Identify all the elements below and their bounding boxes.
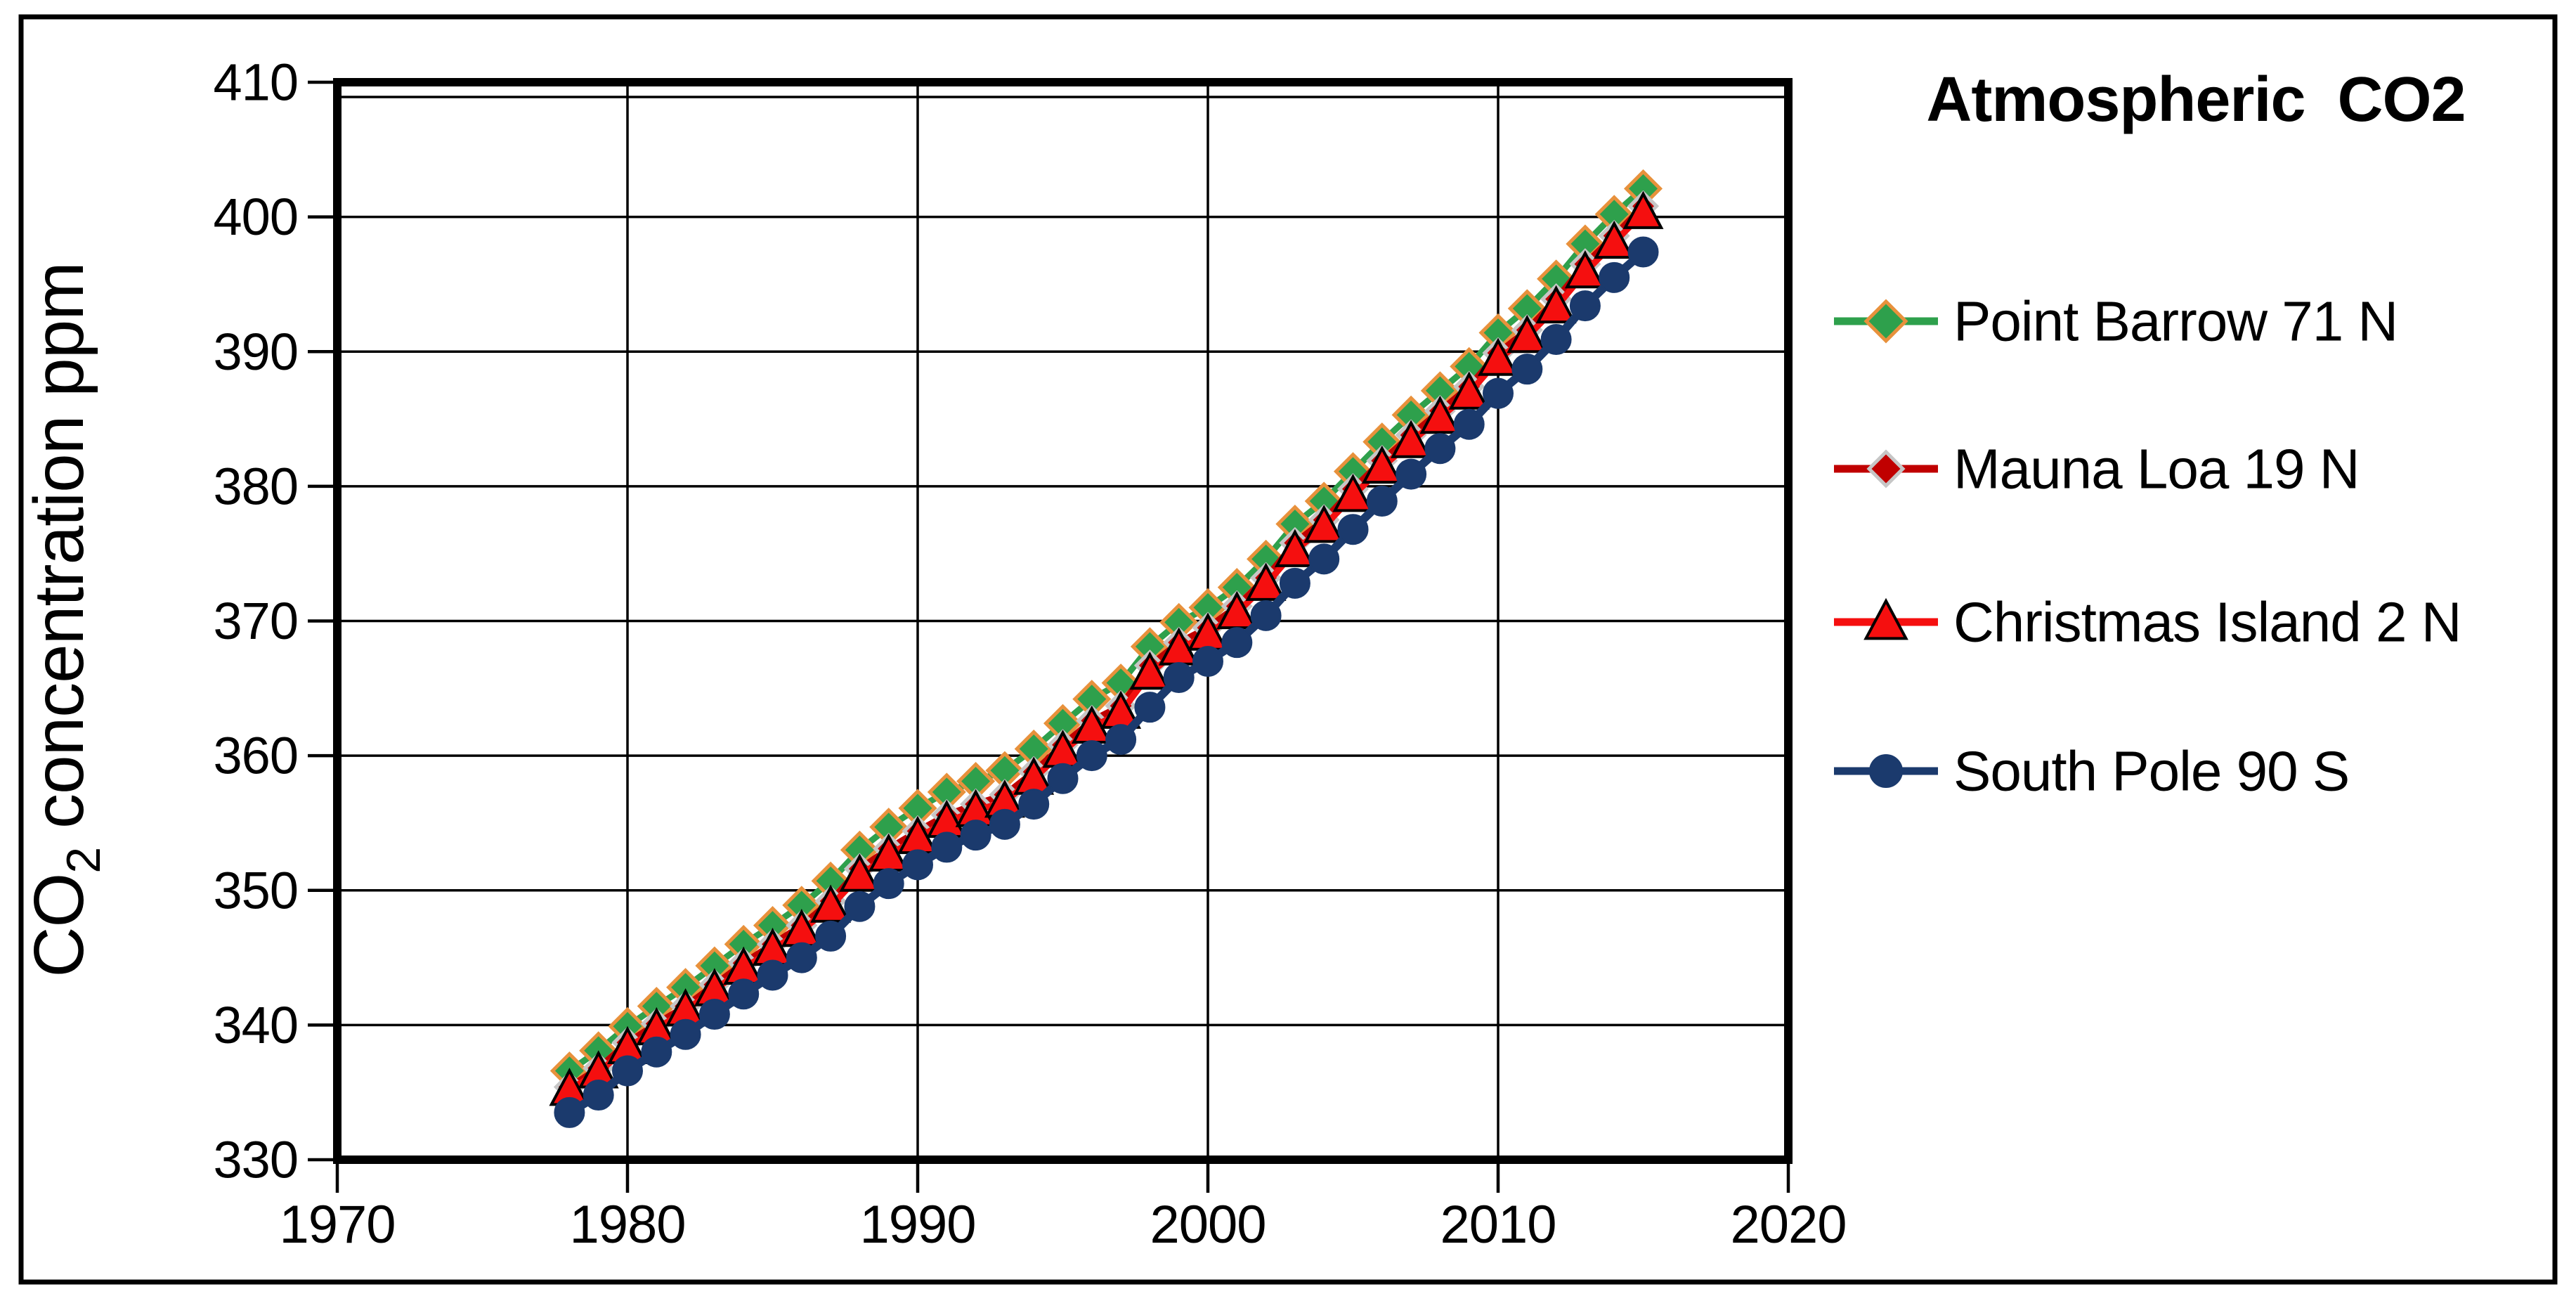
legend-label: Point Barrow 71 N (1953, 290, 2398, 353)
y-tick-label-400: 400 (214, 188, 298, 246)
diamond-marker-icon (1863, 299, 1908, 344)
series-point (1192, 645, 1223, 677)
series-point (1391, 420, 1432, 458)
legend-label: Christmas Island 2 N (1953, 591, 2461, 654)
series-point (1569, 290, 1601, 322)
series-point (1622, 190, 1664, 229)
x-tick-label-1980: 1980 (569, 1195, 685, 1255)
series-point (1221, 627, 1253, 659)
series-point (902, 849, 933, 881)
legend-label: South Pole 90 S (1953, 740, 2349, 803)
series-point (1076, 740, 1107, 772)
series-point (1105, 724, 1137, 756)
y-tick-label-410: 410 (214, 53, 298, 112)
x-tick-label-1990: 1990 (859, 1195, 975, 1255)
series-point (1303, 505, 1345, 543)
legend: Point Barrow 71 N Mauna Loa 19 N Christm… (1834, 290, 2461, 803)
series-point (815, 920, 847, 952)
series-point (1448, 371, 1490, 410)
series-point (1564, 250, 1606, 289)
series-point (1134, 692, 1166, 723)
series-point (960, 820, 991, 851)
y-tick-label-370: 370 (214, 592, 298, 650)
series-point (1366, 485, 1398, 517)
series-point (1274, 529, 1315, 567)
x-tick-label-2010: 2010 (1440, 1195, 1556, 1255)
axis-ticks (308, 80, 1790, 1193)
x-tick-label-1970: 1970 (279, 1195, 395, 1255)
series-point (554, 1096, 585, 1128)
x-axis-tick-labels: 1970 1980 1990 2000 2010 2020 (279, 1195, 1847, 1255)
legend-item-mauna-loa: Mauna Loa 19 N (1834, 438, 2360, 500)
series-point (670, 1018, 701, 1050)
y-tick-label-330: 330 (214, 1131, 298, 1189)
series-point (1453, 408, 1485, 440)
series-point (728, 978, 760, 1010)
series-point (1245, 562, 1287, 601)
y-tick-label-350: 350 (214, 861, 298, 919)
series-point (1250, 600, 1282, 631)
series-point (1396, 458, 1427, 490)
y-tick-label-360: 360 (214, 727, 298, 785)
series-point (1599, 261, 1630, 293)
series-point (1419, 395, 1461, 434)
series-point (931, 831, 963, 863)
series-point (641, 1036, 672, 1068)
series-point (1540, 324, 1572, 356)
series-point (844, 891, 876, 922)
figure-border (18, 14, 2558, 1285)
series-point (1511, 354, 1543, 385)
y-axis-title-main: CO (20, 874, 98, 978)
series-point (1483, 377, 1514, 409)
series-point (786, 942, 817, 973)
series-point (1337, 514, 1369, 545)
series-point (1535, 285, 1577, 324)
series-point (1594, 220, 1635, 259)
series-point (698, 999, 730, 1030)
y-axis-title-subscript: 2 (57, 848, 110, 874)
series-point (873, 868, 904, 900)
x-tick-label-2020: 2020 (1730, 1195, 1846, 1255)
series-point (583, 1080, 614, 1111)
legend-item-south-pole: South Pole 90 S (1834, 740, 2350, 803)
y-tick-label-340: 340 (214, 996, 298, 1054)
legend-label: Mauna Loa 19 N (1953, 438, 2360, 500)
y-tick-label-380: 380 (214, 457, 298, 515)
series-point (757, 959, 788, 991)
series-point (1424, 433, 1456, 465)
y-axis-tick-labels: 330 340 350 360 370 380 390 400 410 (214, 53, 299, 1189)
series-point (1163, 661, 1195, 693)
y-axis-title-rest: concentration ppm (20, 262, 98, 848)
series-point (989, 808, 1020, 840)
gridlines (337, 82, 1788, 1160)
chart-title: Atmospheric CO2 (1926, 65, 2465, 135)
series-point (1627, 236, 1659, 268)
series-point (1332, 474, 1374, 512)
series-point (1047, 763, 1079, 794)
x-tick-label-2000: 2000 (1150, 1195, 1266, 1255)
y-tick-label-390: 390 (214, 323, 298, 381)
y-axis-title: CO2 concentration ppm (20, 262, 110, 977)
series-point (839, 853, 880, 892)
series-point (1018, 789, 1050, 820)
series-point (1507, 314, 1548, 354)
series-point (612, 1055, 643, 1087)
diamond-marker-icon (1866, 449, 1906, 488)
series-point (1478, 337, 1518, 376)
series-point (1361, 445, 1403, 484)
series-point (1129, 651, 1171, 690)
circle-marker-icon (1869, 754, 1904, 788)
data-series (549, 169, 1664, 1128)
series-point (1308, 543, 1340, 575)
series-point (1279, 567, 1310, 599)
legend-item-point-barrow: Point Barrow 71 N (1834, 290, 2398, 353)
legend-item-christmas-island: Christmas Island 2 N (1834, 591, 2461, 654)
triangle-marker-icon (1863, 597, 1908, 640)
